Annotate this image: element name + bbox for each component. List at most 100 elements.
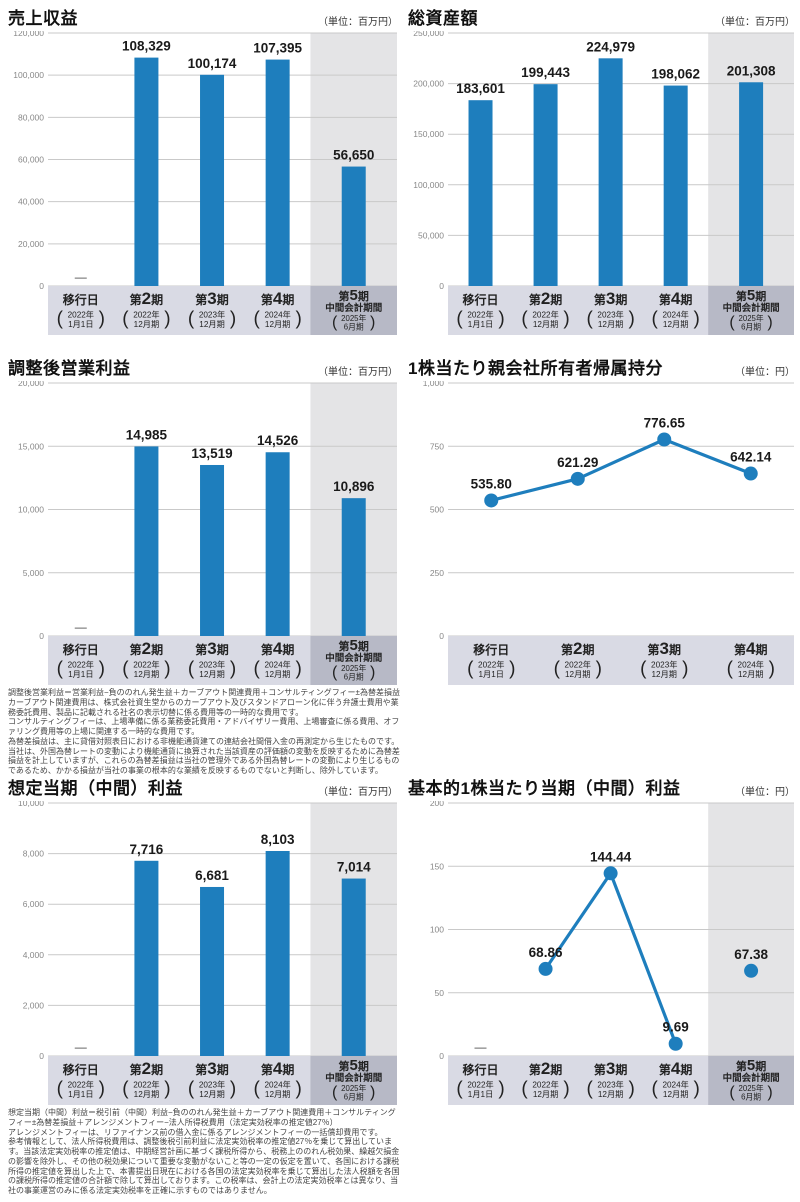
svg-text:第2期: 第2期	[130, 639, 164, 658]
svg-text:(: (	[729, 314, 735, 331]
svg-text:): )	[230, 1079, 236, 1100]
svg-text:(: (	[727, 659, 734, 680]
svg-text:): )	[370, 314, 375, 331]
chart-estimated-net-income: 想定当期（中間）利益 （単位：百万円） 10,000 8,000 6,000 4,00…	[8, 773, 398, 1107]
svg-text:中間会計期間: 中間会計期間	[723, 1072, 780, 1084]
svg-text:6月期: 6月期	[344, 673, 364, 682]
svg-text:): )	[164, 659, 170, 680]
unit-label-revenue: （単位：百万円）	[318, 17, 398, 28]
svg-text:): )	[767, 314, 772, 331]
estimated-net-income-bar-chart: 10,000 8,000 6,000 4,000 2,000 0 — 7,716 6,681 8,…	[18, 801, 397, 1105]
svg-text:第4期: 第4期	[734, 639, 768, 658]
svg-text:199,443: 199,443	[521, 65, 570, 80]
chart-title-total-assets: 総資産額	[408, 9, 478, 29]
svg-text:68.86: 68.86	[529, 945, 563, 960]
svg-text:移行日: 移行日	[463, 1062, 499, 1077]
svg-text:): )	[682, 659, 688, 680]
svg-text:第3期: 第3期	[594, 1059, 628, 1078]
svg-text:(: (	[521, 1079, 528, 1100]
svg-text:5,000: 5,000	[23, 568, 45, 578]
svg-text:第2期: 第2期	[561, 639, 595, 658]
svg-text:80,000: 80,000	[18, 112, 44, 122]
svg-text:2022年: 2022年	[532, 310, 558, 320]
unit-label-adjusted-operating-income: （単位：百万円）	[318, 367, 398, 378]
svg-text:500: 500	[430, 505, 444, 515]
svg-text:2022年: 2022年	[532, 1080, 558, 1090]
svg-text:): )	[498, 309, 504, 330]
svg-text:): )	[99, 1079, 105, 1100]
svg-text:6月期: 6月期	[741, 1093, 761, 1102]
svg-text:第2期: 第2期	[529, 289, 563, 308]
svg-text:642.14: 642.14	[730, 450, 772, 465]
svg-text:50: 50	[435, 988, 445, 998]
svg-text:12月期: 12月期	[265, 670, 290, 679]
svg-text:(: (	[122, 1079, 129, 1100]
svg-text:): )	[99, 309, 105, 330]
svg-text:): )	[769, 659, 775, 680]
svg-text:(: (	[332, 1084, 338, 1101]
svg-text:第3期: 第3期	[195, 639, 229, 658]
svg-text:): )	[694, 1079, 700, 1100]
svg-text:第2期: 第2期	[529, 1059, 563, 1078]
svg-text:2023年: 2023年	[199, 1080, 225, 1090]
svg-text:0: 0	[439, 281, 444, 291]
svg-text:): )	[509, 659, 515, 680]
svg-text:1月1日: 1月1日	[468, 1090, 493, 1099]
svg-text:0: 0	[439, 1051, 444, 1061]
svg-text:621.29: 621.29	[557, 455, 598, 470]
svg-text:(: (	[456, 309, 463, 330]
svg-text:1月1日: 1月1日	[68, 320, 93, 329]
svg-text:9.69: 9.69	[663, 1020, 689, 1035]
unit-label-total-assets: （単位：百万円）	[715, 17, 795, 28]
svg-text:(: (	[188, 1079, 195, 1100]
svg-text:198,062: 198,062	[651, 67, 700, 82]
svg-text:12月期: 12月期	[134, 670, 159, 679]
svg-text:1月1日: 1月1日	[68, 670, 93, 679]
chart-title-estimated-net-income: 想定当期（中間）利益	[8, 779, 183, 799]
svg-text:(: (	[57, 659, 64, 680]
svg-text:2024年: 2024年	[738, 660, 764, 670]
svg-text:13,519: 13,519	[191, 446, 232, 461]
svg-text:10,896: 10,896	[333, 479, 375, 494]
svg-text:第4期: 第4期	[261, 639, 295, 658]
svg-text:12月期: 12月期	[134, 1090, 159, 1099]
svg-text:): )	[164, 309, 170, 330]
svg-text:(: (	[188, 659, 195, 680]
svg-text:183,601: 183,601	[456, 81, 505, 96]
svg-text:12月期: 12月期	[663, 1090, 688, 1099]
svg-text:2022年: 2022年	[68, 660, 94, 670]
svg-text:2025年: 2025年	[341, 313, 366, 323]
svg-text:6,681: 6,681	[195, 868, 229, 883]
svg-text:中間会計期間: 中間会計期間	[325, 1072, 382, 1084]
adjusted-operating-income-bar-chart: 20,000 15,000 10,000 5,000 0 — 14,985 13,519 14,…	[18, 381, 397, 685]
svg-text:(: (	[554, 659, 561, 680]
chart-revenue: 売上収益 （単位：百万円） 120,000 100,000 80,000 60,000…	[8, 3, 398, 337]
svg-text:第3期: 第3期	[195, 289, 229, 308]
svg-text:12月期: 12月期	[134, 320, 159, 329]
chart-total-assets: 総資産額 （単位：百万円） 250,000 200,000 150,000 100,0…	[408, 3, 795, 337]
svg-text:(: (	[57, 1079, 64, 1100]
svg-text:6月期: 6月期	[344, 323, 364, 332]
chart-equity-per-share: 1株当たり親会社所有者帰属持分 （単位：円） 1,000 750 500 250 0 53…	[408, 353, 795, 687]
svg-text:2023年: 2023年	[597, 310, 623, 320]
svg-text:第2期: 第2期	[130, 289, 164, 308]
svg-text:150: 150	[430, 861, 444, 871]
svg-text:): )	[628, 1079, 634, 1100]
svg-text:(: (	[586, 309, 593, 330]
svg-text:224,979: 224,979	[586, 39, 635, 54]
unit-label-equity-per-share: （単位：円）	[735, 367, 795, 378]
svg-text:2022年: 2022年	[467, 310, 493, 320]
svg-text:2025年: 2025年	[739, 1083, 764, 1093]
svg-text:2024年: 2024年	[662, 310, 688, 320]
svg-text:8,103: 8,103	[261, 832, 295, 847]
svg-text:0: 0	[39, 281, 44, 291]
svg-text:6月期: 6月期	[741, 323, 761, 332]
svg-text:第5期: 第5期	[339, 1057, 369, 1074]
svg-text:2025年: 2025年	[341, 663, 366, 673]
svg-text:0: 0	[39, 1051, 44, 1061]
svg-text:第4期: 第4期	[261, 1059, 295, 1078]
svg-text:776.65: 776.65	[644, 416, 686, 431]
svg-text:): )	[99, 659, 105, 680]
revenue-bar-chart: 120,000 100,000 80,000 60,000 40,000 20,000 0 —…	[13, 31, 397, 335]
chart-title-revenue: 売上収益	[8, 9, 78, 29]
